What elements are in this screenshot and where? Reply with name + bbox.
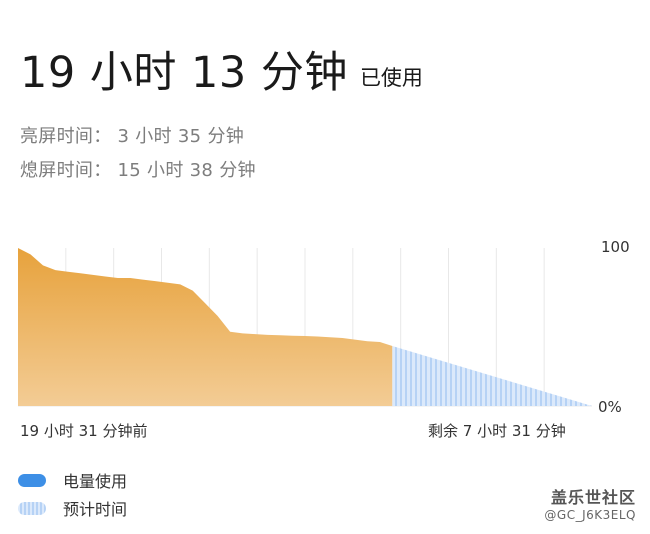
legend-estimate-label: 预计时间 [63, 500, 128, 519]
usage-suffix-label: 已使用 [359, 66, 423, 90]
screen-on-time: 亮屏时间： 3 小时 35 分钟 [20, 126, 245, 147]
legend-usage-label: 电量使用 [63, 472, 128, 491]
legend-usage-swatch [18, 473, 46, 487]
y-tick-max: 100 [601, 238, 630, 256]
series-estimated-time-area [392, 345, 592, 406]
legend-estimate: 预计时间 [18, 496, 127, 520]
y-tick-min: 0% [598, 398, 622, 416]
chart-series [18, 248, 592, 406]
screen-off-time: 熄屏时间： 15 小时 38 分钟 [20, 160, 256, 181]
legend-estimate-swatch [18, 501, 46, 515]
series-battery-usage-area [18, 248, 393, 406]
watermark-user: @GC_J6K3ELQ [544, 508, 636, 522]
total-usage-time: 19 小时 13 分钟 [20, 48, 348, 98]
x-label-start: 19 小时 31 分钟前 [20, 422, 148, 440]
x-label-end: 剩余 7 小时 31 分钟 [428, 422, 566, 440]
watermark-community: 盖乐世社区 [550, 488, 636, 507]
legend-usage: 电量使用 [18, 468, 127, 492]
battery-usage-chart [18, 248, 592, 407]
usage-summary: 19 小时 13 分钟 已使用 [20, 38, 423, 102]
